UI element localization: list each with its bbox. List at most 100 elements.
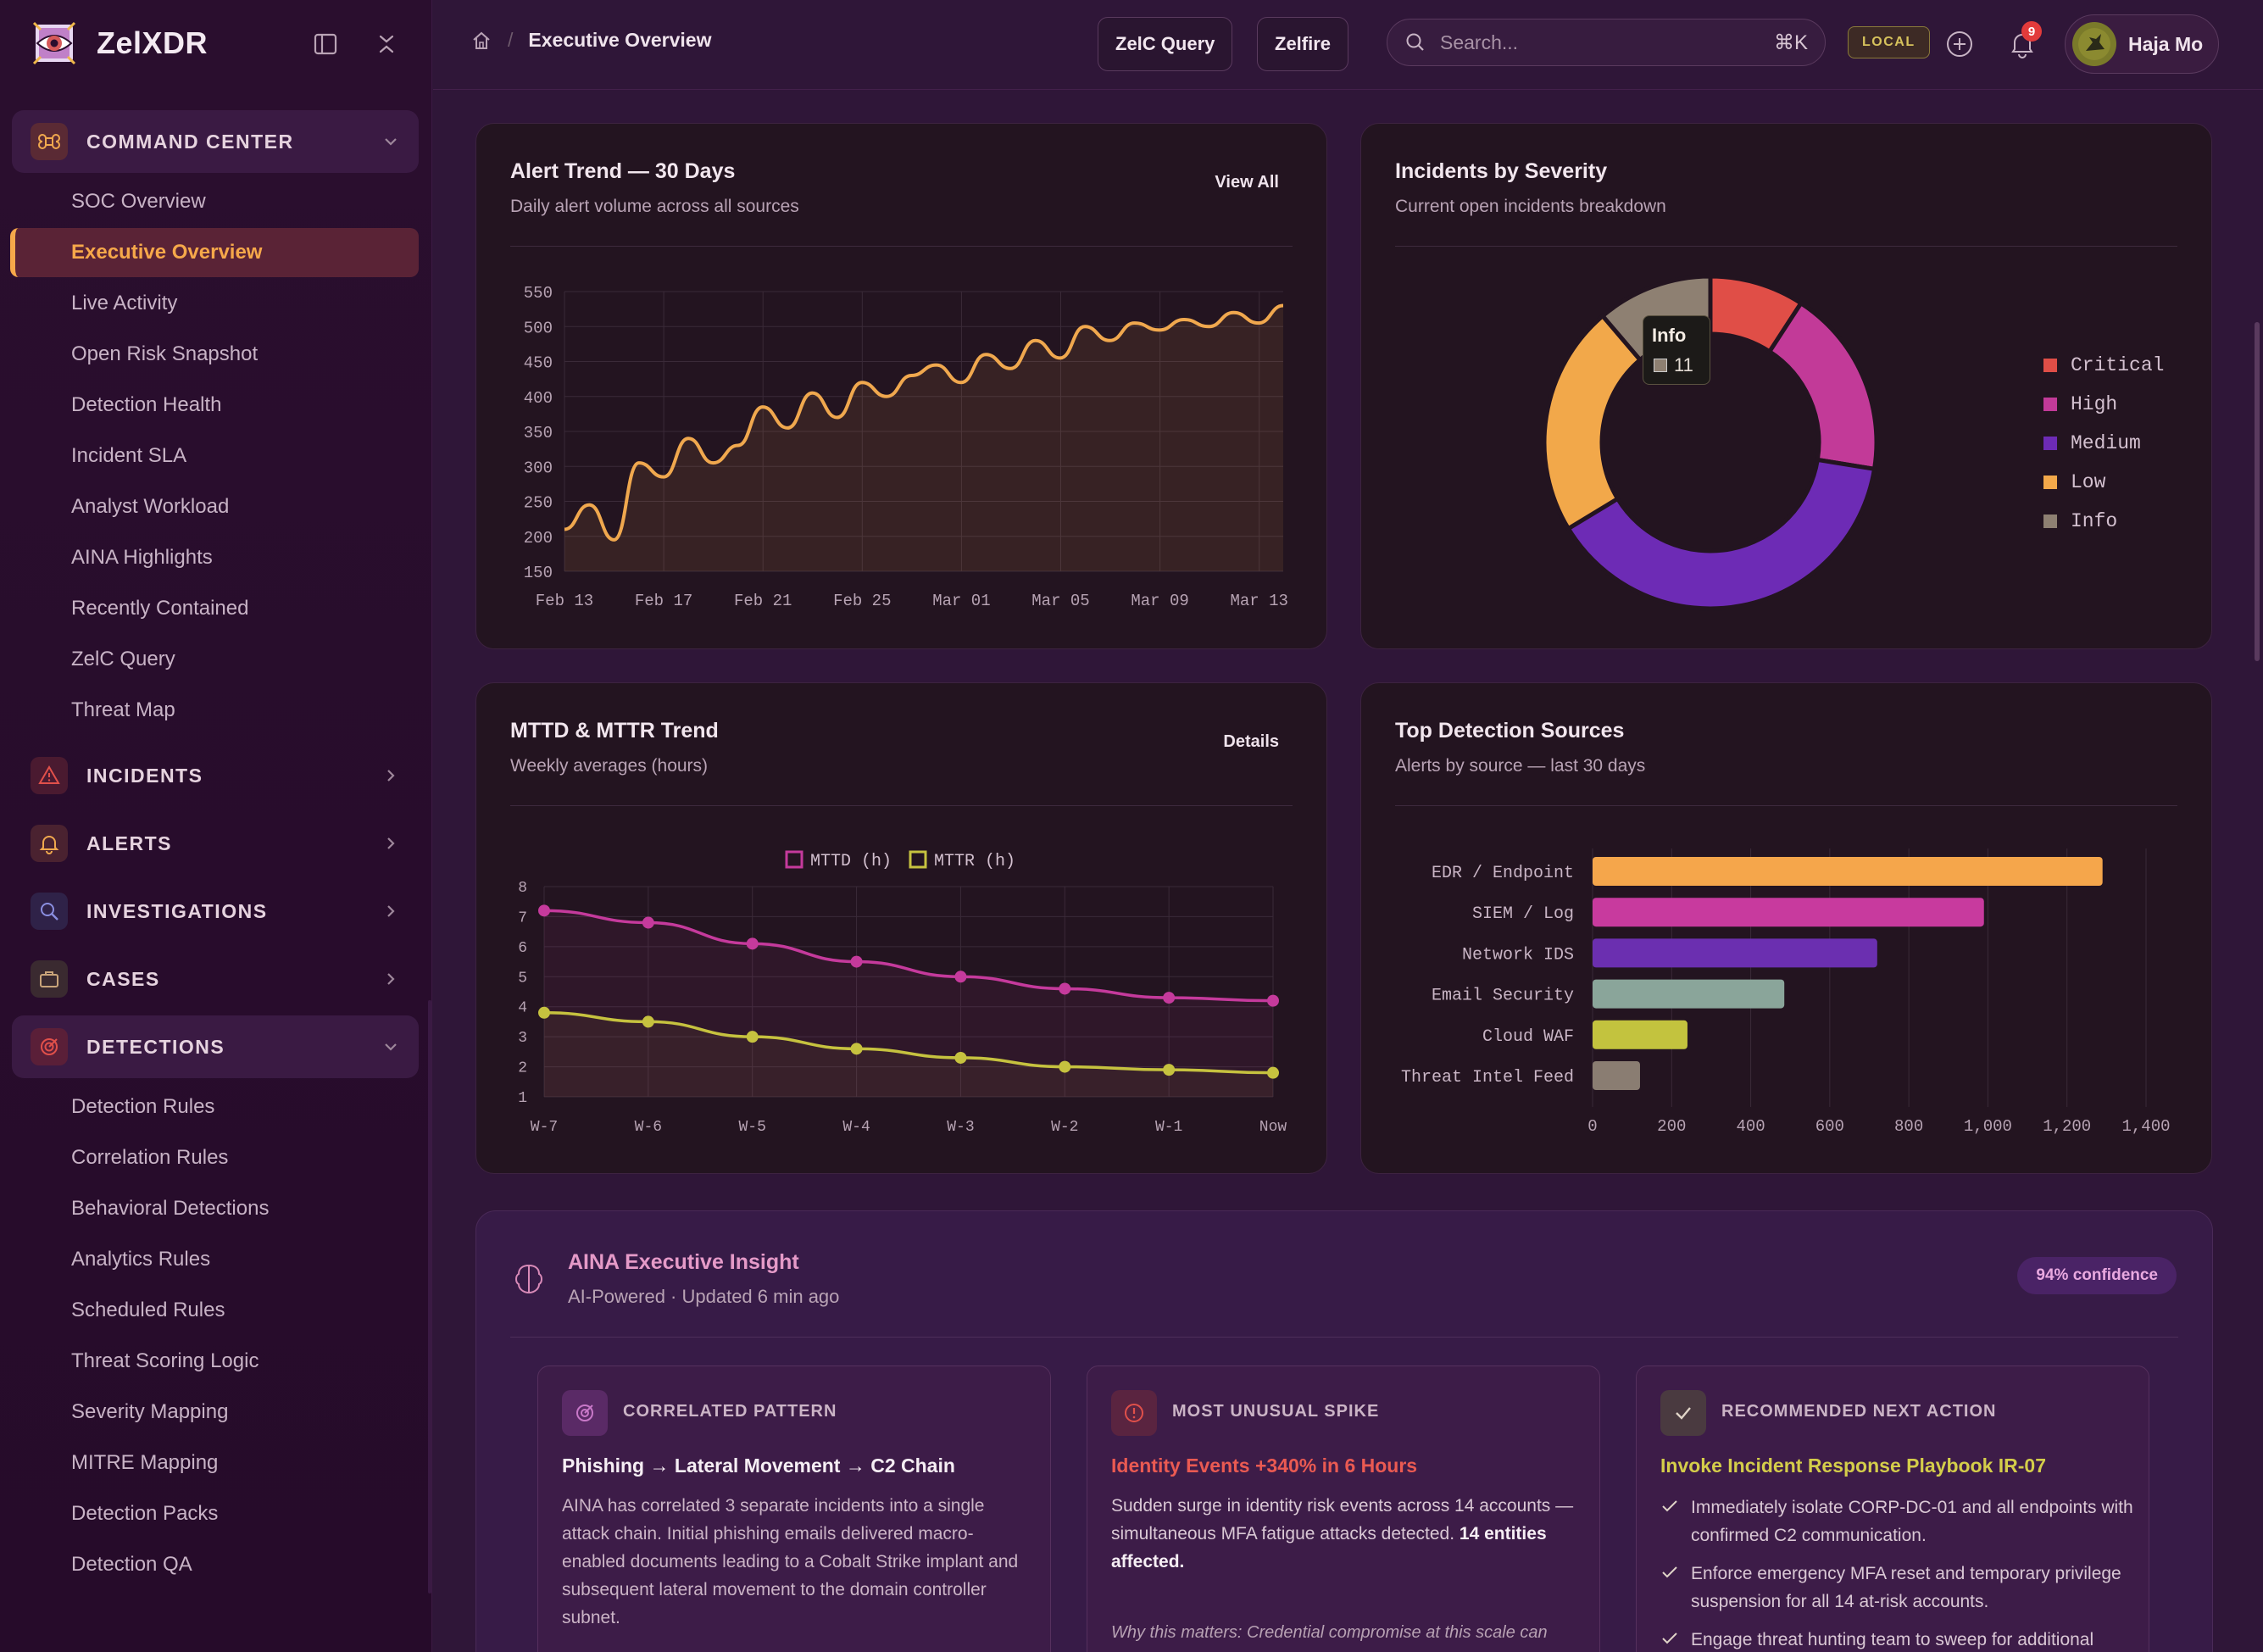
action-item: Immediately isolate CORP-DC-01 and all e… <box>1660 1493 2135 1549</box>
sidebar-item-mitre-mapping[interactable]: MITRE Mapping <box>71 1451 219 1474</box>
x-tick-label: 600 <box>1815 1117 1844 1136</box>
sidebar-group-label: ALERTS <box>86 832 172 854</box>
briefcase-icon <box>31 960 68 998</box>
area-fill <box>564 305 1283 571</box>
mttd-mttr-chart: 8 7 6 5 4 3 2 1W-7 W-6 W-5 W-4 W-3 W-2 W-1 Now MTTD (h)… <box>518 850 1287 1136</box>
sidebar-item-detection-qa[interactable]: Detection QA <box>71 1553 192 1576</box>
bar <box>1593 898 1984 927</box>
legend-item-critical[interactable]: Critical <box>2043 354 2164 376</box>
x-tick-label: W-4 <box>842 1119 870 1136</box>
chevron-right-icon <box>387 837 395 849</box>
sidebar-item-detection-health[interactable]: Detection Health <box>71 393 222 416</box>
data-point <box>850 955 863 968</box>
sidebar-group-detections[interactable]: DETECTIONS <box>12 1015 419 1078</box>
checkmark-icon <box>1662 1566 1677 1578</box>
insight-correlated-pattern[interactable]: CORRELATED PATTERN Phishing → Lateral Mo… <box>537 1366 1051 1652</box>
sidebar-group-label: INCIDENTS <box>86 764 203 787</box>
legend-swatch <box>909 850 927 869</box>
x-tick-label: W-6 <box>635 1119 662 1136</box>
legend-item-info[interactable]: Info <box>2043 510 2117 532</box>
insight-heading: Phishing → Lateral Movement → C2 Chain <box>562 1455 955 1477</box>
insight-unusual-spike[interactable]: MOST UNUSUAL SPIKE Identity Events +340%… <box>1087 1366 1600 1652</box>
series-line <box>543 909 1274 1003</box>
insight-next-action[interactable]: RECOMMENDED NEXT ACTION Invoke Incident … <box>1636 1366 2149 1652</box>
bar <box>1593 979 1785 1009</box>
sidebar-group-cases[interactable]: CASES <box>12 948 419 1010</box>
sidebar-item-correlation-rules[interactable]: Correlation Rules <box>71 1146 229 1169</box>
data-point <box>1163 992 1176 1004</box>
breadcrumb: / Executive Overview <box>470 29 711 52</box>
main-scrollbar[interactable] <box>2255 322 2260 661</box>
sidebar-item-scheduled-rules[interactable]: Scheduled Rules <box>71 1299 225 1321</box>
sidebar-item-open-risk-snapshot[interactable]: Open Risk Snapshot <box>71 342 259 365</box>
bar-category-label: Email Security <box>1432 987 1574 1006</box>
sidebar-item-threat-scoring-logic[interactable]: Threat Scoring Logic <box>71 1349 259 1372</box>
sidebar-item-aina-highlights[interactable]: AINA Highlights <box>71 546 213 569</box>
aina-insight-panel: AINA Executive Insight AI-Powered · Upda… <box>475 1210 2213 1652</box>
insight-body: AINA has correlated 3 separate incidents… <box>562 1496 1019 1627</box>
search-placeholder: Search... <box>1440 31 1519 53</box>
card-title: Alert Trend — 30 Days <box>510 159 736 183</box>
sidebar: ZelXDR COMMAND CENTER SOC Overview Execu… <box>0 0 432 1652</box>
sidebar-item-zelc-query[interactable]: ZelC Query <box>71 648 175 670</box>
legend-item-medium[interactable]: Medium <box>2043 432 2141 454</box>
legend-item-low[interactable]: Low <box>2043 471 2105 493</box>
sidebar-item-executive-overview[interactable]: Executive Overview <box>10 228 419 277</box>
legend-label: MTTR (h) <box>934 852 1015 871</box>
action-item: Enforce emergency MFA reset and temporar… <box>1660 1560 2135 1616</box>
sidebar-group-label: INVESTIGATIONS <box>86 899 268 922</box>
donut-slice-low <box>1542 313 1643 532</box>
y-tick-label: 300 <box>524 459 553 477</box>
sidebar-group-alerts[interactable]: ALERTS <box>12 812 419 875</box>
x-tick-label: Mar 05 <box>1031 592 1089 610</box>
sidebar-item-detection-rules[interactable]: Detection Rules <box>71 1095 215 1118</box>
aina-title: AINA Executive Insight <box>568 1250 799 1274</box>
tooltip-label: Info <box>1652 325 1687 346</box>
alert-trend-chart: 550 500 450 400 350 300 250 200 150 Feb 13 Feb 17 F… <box>524 284 1288 610</box>
sidebar-item-analyst-workload[interactable]: Analyst Workload <box>71 495 230 518</box>
x-tick-label: Mar 01 <box>932 592 990 610</box>
series-area <box>544 910 1273 1097</box>
checkmark-icon <box>1662 1633 1677 1644</box>
data-point <box>850 1043 863 1055</box>
sidebar-item-incident-sla[interactable]: Incident SLA <box>71 444 187 467</box>
zelfire-button[interactable]: Zelfire <box>1257 17 1349 71</box>
sidebar-item-severity-mapping[interactable]: Severity Mapping <box>71 1400 229 1423</box>
sidebar-group-label: DETECTIONS <box>86 1035 225 1058</box>
bar <box>1593 857 2103 886</box>
sidebar-item-behavioral-detections[interactable]: Behavioral Detections <box>71 1197 270 1220</box>
sidebar-item-detection-packs[interactable]: Detection Packs <box>71 1502 219 1525</box>
data-point <box>538 904 550 917</box>
sidebar-group-investigations[interactable]: INVESTIGATIONS <box>12 880 419 943</box>
x-tick-label: Feb 21 <box>734 592 792 610</box>
severity-card: Incidents by Severity Current open incid… <box>1360 123 2212 649</box>
home-icon[interactable] <box>470 30 492 52</box>
toggle-sidebar-button[interactable] <box>309 27 342 61</box>
sidebar-group-incidents[interactable]: INCIDENTS <box>12 744 419 807</box>
add-button[interactable] <box>1939 24 1980 64</box>
y-tick-label: 400 <box>524 389 553 408</box>
user-menu[interactable]: Haja Mo <box>2065 14 2219 74</box>
aina-subtitle: AI-Powered · Updated 6 min ago <box>568 1286 840 1307</box>
user-avatar-icon <box>2078 28 2110 60</box>
sidebar-item-recently-contained[interactable]: Recently Contained <box>71 597 249 620</box>
view-all-link[interactable]: View All <box>1215 173 1279 192</box>
details-link[interactable]: Details <box>1223 732 1279 751</box>
sidebar-item-threat-map[interactable]: Threat Map <box>71 698 175 721</box>
card-subtitle: Alerts by source — last 30 days <box>1395 756 1646 776</box>
sidebar-item-live-activity[interactable]: Live Activity <box>71 292 178 314</box>
legend-item-high[interactable]: High <box>2043 393 2117 415</box>
x-tick-label: W-1 <box>1155 1119 1182 1136</box>
zelxdr-logo-icon <box>32 21 76 65</box>
mttd-mttr-card: MTTD & MTTR Trend Weekly averages (hours… <box>475 682 1327 1174</box>
sidebar-group-command-center[interactable]: COMMAND CENTER <box>12 110 419 173</box>
collapse-all-button[interactable] <box>370 27 403 61</box>
data-point <box>954 1051 967 1064</box>
zelc-query-button[interactable]: ZelC Query <box>1098 17 1233 71</box>
brand[interactable]: ZelXDR <box>31 15 208 71</box>
x-tick-label: Mar 13 <box>1230 592 1287 610</box>
search-input[interactable]: Search... ⌘K <box>1387 19 1826 66</box>
sidebar-scrollbar[interactable] <box>428 1000 431 1594</box>
sidebar-item-analytics-rules[interactable]: Analytics Rules <box>71 1248 211 1271</box>
sidebar-item-soc-overview[interactable]: SOC Overview <box>71 190 206 213</box>
